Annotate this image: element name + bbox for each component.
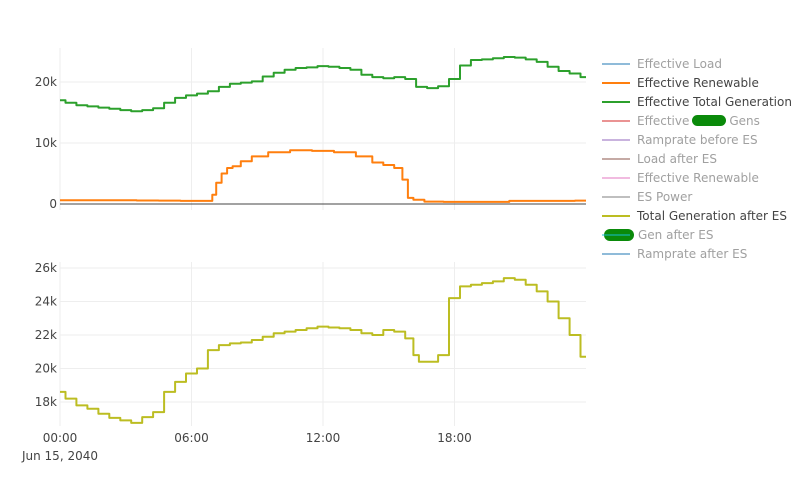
legend-item[interactable]: Effective Renewable [602, 73, 802, 92]
series-line [60, 149, 586, 203]
chart-panel-bottom: 18k 20k 22k 24k 26k 00:00 06:00 12:00 18:00 Jun 1… [21, 261, 586, 463]
y-tick-label: 22k [35, 328, 57, 342]
redaction-mark-icon [692, 115, 727, 126]
legend-label: Ramprate after ES [637, 246, 748, 261]
legend-swatch [602, 195, 630, 198]
x-tick-label: 12:00 [306, 431, 341, 445]
legend-item[interactable]: Ramprate after ES [602, 244, 802, 263]
legend-item[interactable]: Effective Gens [602, 111, 802, 130]
legend-swatch [602, 62, 630, 65]
x-date-label: Jun 15, 2040 [21, 449, 98, 463]
y-tick-label: 24k [35, 295, 57, 309]
x-tick-label: 18:00 [437, 431, 472, 445]
legend-label: Effective [637, 113, 690, 128]
legend-label: Effective Renewable [637, 75, 759, 90]
legend-label: ES Power [637, 189, 693, 204]
legend-item[interactable]: Effective Load [602, 54, 802, 73]
legend-item[interactable]: Ramprate before ES [602, 130, 802, 149]
x-tick-label: 06:00 [174, 431, 209, 445]
y-tick-label: 20k [35, 362, 57, 376]
legend-item[interactable]: ES Power [602, 187, 802, 206]
series-line [60, 56, 586, 113]
legend-label-tail: Gens [729, 113, 760, 128]
legend-label: Ramprate before ES [637, 132, 758, 147]
legend-label: Effective Renewable [637, 170, 759, 185]
legend-item[interactable]: Effective Total Generation [602, 92, 802, 111]
legend-item[interactable]: Total Generation after ES [602, 206, 802, 225]
x-tick-label: 00:00 [43, 431, 78, 445]
legend-label: Load after ES [637, 151, 718, 166]
legend-label: Gen after ES [638, 227, 714, 242]
legend-item[interactable]: Gen after ES [602, 225, 802, 244]
legend-swatch [602, 81, 630, 84]
legend-swatch [602, 176, 630, 179]
y-tick-label: 10k [35, 136, 57, 150]
legend-item[interactable]: Load after ES [602, 149, 802, 168]
legend-item[interactable]: Effective Renewable [602, 168, 802, 187]
y-tick-label: 20k [35, 75, 57, 89]
legend-label: Total Generation after ES [637, 208, 787, 223]
y-tick-label: 0 [49, 197, 57, 211]
legend-swatch [602, 100, 630, 103]
legend-swatch [602, 233, 630, 236]
legend-swatch [602, 119, 630, 122]
legend-swatch [602, 138, 630, 141]
legend-swatch [602, 214, 630, 217]
legend-label: Effective Load [637, 56, 722, 71]
legend-label: Effective Total Generation [637, 94, 792, 109]
legend-swatch [602, 252, 630, 255]
chart-panel-top: 0 10k 20k [35, 48, 586, 211]
series-line [60, 277, 586, 424]
y-tick-label: 18k [35, 395, 57, 409]
legend-swatch [602, 157, 630, 160]
legend: Effective Load Effective Renewable Effecti… [602, 54, 802, 263]
y-tick-label: 26k [35, 261, 57, 275]
